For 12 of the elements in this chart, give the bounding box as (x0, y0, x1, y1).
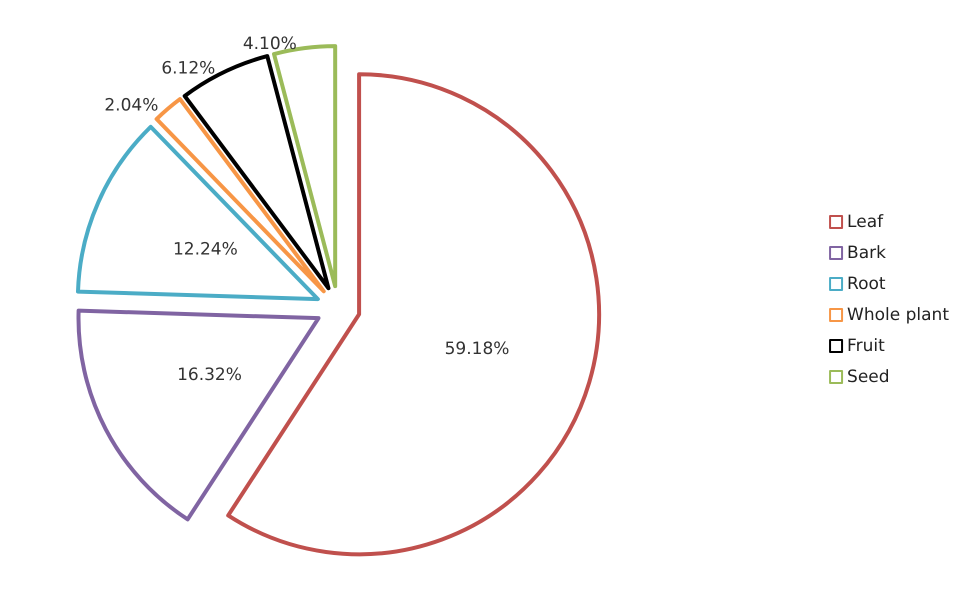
legend-label: Bark (847, 243, 886, 263)
data-label: 12.24% (172, 239, 238, 260)
data-label: 2.04% (104, 96, 158, 116)
data-label: 59.18% (444, 339, 510, 360)
data-label: 4.10% (242, 34, 297, 54)
legend-label: Fruit (847, 336, 886, 356)
legend-label: Root (847, 274, 886, 294)
legend-label: Whole plant (847, 305, 950, 325)
legend-label: Leaf (847, 212, 884, 232)
legend-label: Seed (847, 367, 890, 387)
data-label: 6.12% (161, 58, 216, 78)
data-label: 16.32% (177, 365, 242, 386)
